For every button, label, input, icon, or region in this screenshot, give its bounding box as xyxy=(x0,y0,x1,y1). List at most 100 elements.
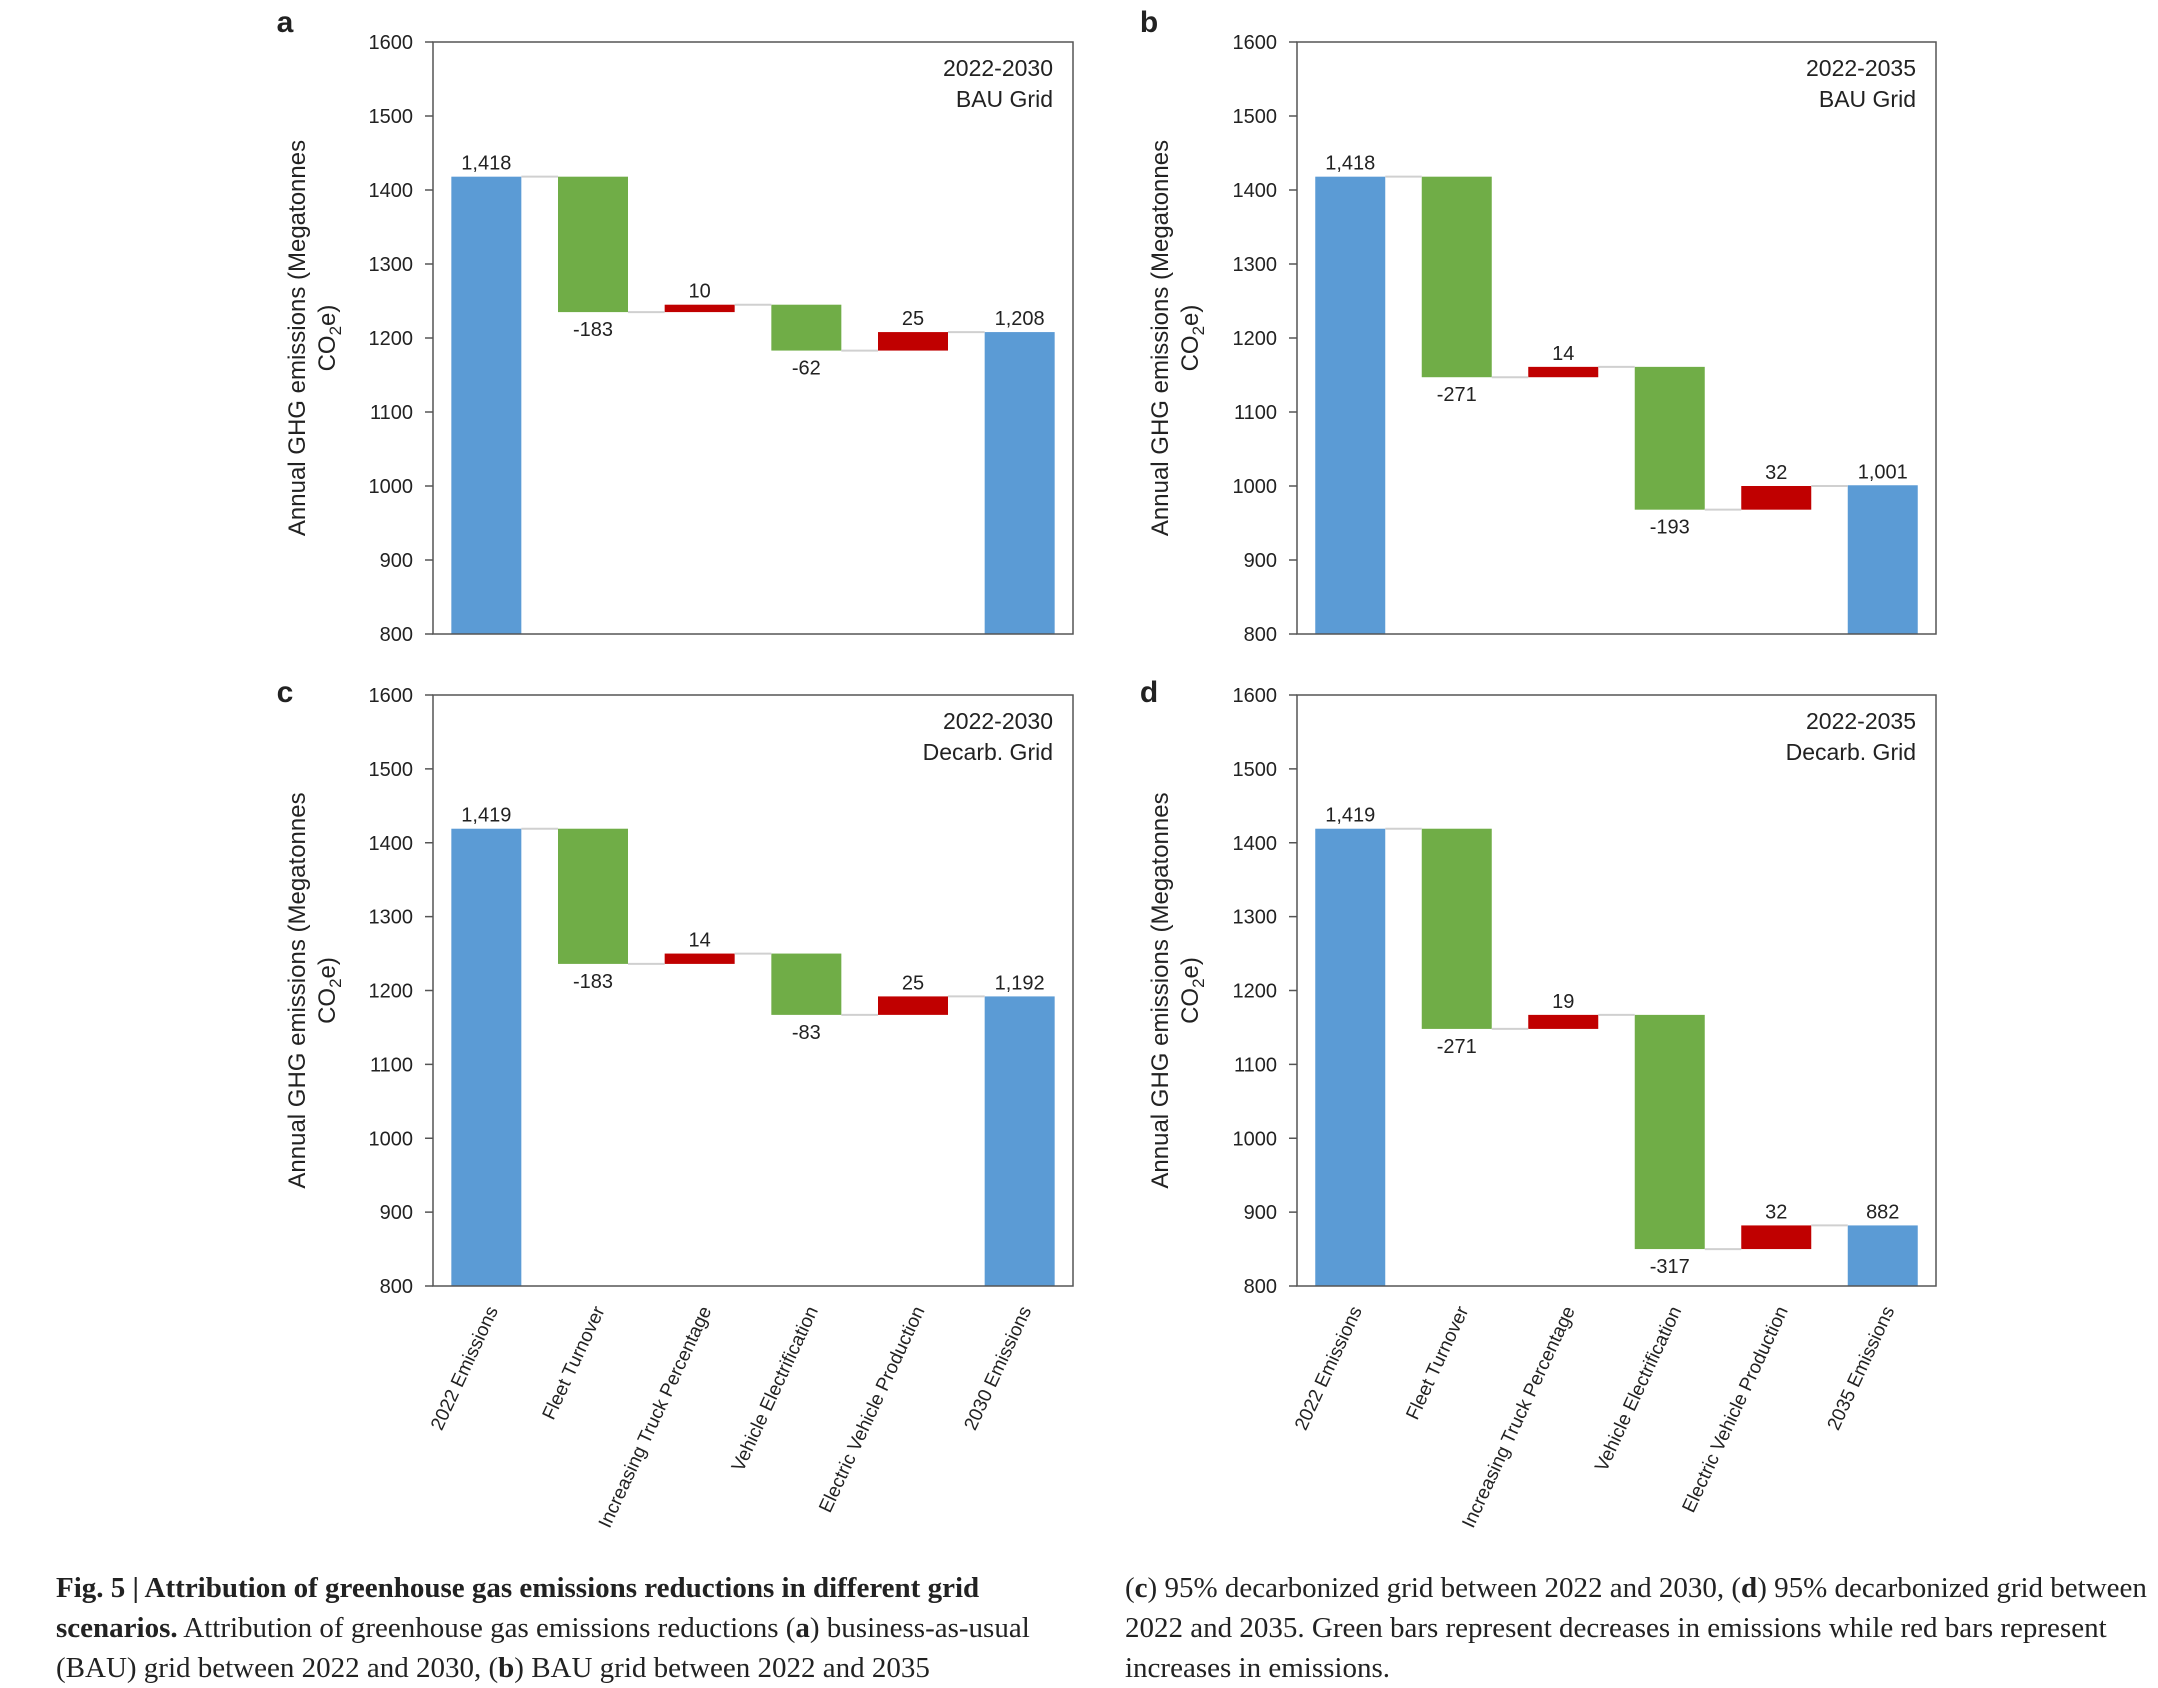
panel-letter: b xyxy=(1140,6,1158,39)
figure-caption-right: (c) 95% decarbonized grid between 2022 a… xyxy=(1125,1568,2150,1688)
y-tick-label: 1500 xyxy=(369,759,414,781)
x-tick-label: 2022 Emissions xyxy=(427,1303,503,1433)
data-label: 25 xyxy=(902,972,924,994)
bar-2022-emissions xyxy=(451,828,522,1286)
panel-letter: d xyxy=(1140,676,1158,709)
y-tick-label: 1000 xyxy=(1233,1128,1278,1150)
bar-2022-emissions xyxy=(1315,828,1386,1286)
y-axis-label-line2: CO xyxy=(1177,988,1204,1024)
bar-increasing-truck-percentage xyxy=(1528,1014,1599,1029)
figure-caption-label: Fig. 5 | Attribution of greenhouse gas e… xyxy=(56,1572,980,1644)
y-tick-label: 1400 xyxy=(1233,833,1278,855)
y-axis-label: Annual GHG emissions (Megatonnes CO2e) xyxy=(284,140,345,536)
y-tick-label: 1400 xyxy=(1233,180,1278,202)
y-axis-label-line2: CO xyxy=(1177,335,1204,371)
data-label: 1,208 xyxy=(995,308,1045,330)
bar-increasing-truck-percentage xyxy=(664,953,735,964)
y-tick-label: 900 xyxy=(380,550,413,572)
scenario-annotation: 2022-2030 xyxy=(943,708,1053,734)
y-axis-label-line1: Annual GHG emissions (Megatonnes xyxy=(1147,792,1174,1188)
panel-letter: a xyxy=(277,6,294,39)
chart-panel-d: d Annual GHG emissions (Megatonnes CO2e) 80… xyxy=(1140,676,1937,1531)
y-tick-label: 1200 xyxy=(369,981,414,1003)
data-label: -271 xyxy=(1437,384,1477,406)
y-axis-label-line2: CO xyxy=(314,335,341,371)
y-axis-label-line1: Annual GHG emissions (Megatonnes xyxy=(284,792,311,1188)
y-axis-label-line2-end: e) xyxy=(314,305,341,326)
scenario-annotation: BAU Grid xyxy=(1819,86,1916,112)
data-label: 1,419 xyxy=(1325,805,1375,827)
y-tick-label: 1300 xyxy=(1233,907,1278,929)
y-tick-label: 900 xyxy=(1244,1202,1277,1224)
caption-text-3b: ( xyxy=(1125,1572,1135,1604)
plot-frame xyxy=(432,41,1074,635)
bar-vehicle-electrification xyxy=(1634,366,1705,510)
scenario-annotation: Decarb. Grid xyxy=(1786,739,1916,765)
y-axis-label-subscript: 2 xyxy=(1189,326,1208,335)
bar-2035-emissions xyxy=(1847,485,1918,634)
y-tick-label: 1500 xyxy=(1233,759,1278,781)
chart-panel-b: b Annual GHG emissions (Megatonnes CO2e) 80… xyxy=(1140,6,1937,646)
y-tick-label: 1500 xyxy=(369,106,414,128)
x-tick-label: 2035 Emissions xyxy=(1824,1303,1900,1433)
bar-increasing-truck-percentage xyxy=(664,304,735,313)
x-tick-label: Vehicle Electrification xyxy=(1591,1303,1686,1475)
bar-fleet-turnover xyxy=(558,828,628,964)
y-tick-label: 1600 xyxy=(1233,685,1278,707)
y-tick-label: 1300 xyxy=(369,254,414,276)
caption-ref-b: b xyxy=(498,1652,515,1684)
y-tick-label: 1400 xyxy=(369,180,414,202)
bar-2022-emissions xyxy=(1315,176,1386,634)
plot-frame xyxy=(1296,694,1937,1287)
data-label: -317 xyxy=(1650,1256,1690,1278)
scenario-annotation: 2022-2035 xyxy=(1806,708,1916,734)
x-tick-label: Increasing Truck Percentage xyxy=(595,1303,716,1531)
y-axis-label-line2-end: e) xyxy=(1177,305,1204,326)
bar-electric-vehicle-production xyxy=(1741,486,1812,510)
bar-fleet-turnover xyxy=(1421,176,1492,378)
y-tick-label: 800 xyxy=(380,1276,413,1298)
y-axis-label-line2-end: e) xyxy=(314,957,341,978)
y-axis-label: Annual GHG emissions (Megatonnes CO2e) xyxy=(1147,792,1208,1188)
y-tick-label: 800 xyxy=(1244,1276,1277,1298)
caption-text-3: ) BAU grid between 2022 and 2035 xyxy=(514,1652,930,1684)
chart-panel-a: a Annual GHG emissions (Megatonnes CO2e) 80… xyxy=(277,6,1074,646)
data-label: 1,419 xyxy=(461,805,511,827)
y-axis-label: Annual GHG emissions (Megatonnes CO2e) xyxy=(284,792,345,1188)
plot-frame xyxy=(432,694,1074,1287)
bar-increasing-truck-percentage xyxy=(1528,366,1599,378)
data-label: 14 xyxy=(1552,343,1574,365)
figure-caption-left: Fig. 5 | Attribution of greenhouse gas e… xyxy=(56,1568,1096,1688)
caption-ref-c: c xyxy=(1134,1572,1148,1604)
bar-electric-vehicle-production xyxy=(1741,1225,1812,1250)
bar-fleet-turnover xyxy=(558,176,628,313)
y-tick-label: 1200 xyxy=(1233,981,1278,1003)
y-axis-label-subscript: 2 xyxy=(326,326,345,335)
data-label: -62 xyxy=(792,358,821,380)
scenario-annotation: BAU Grid xyxy=(956,86,1053,112)
y-axis-label: Annual GHG emissions (Megatonnes CO2e) xyxy=(1147,140,1208,536)
caption-ref-a: a xyxy=(795,1612,810,1644)
data-label: 1,001 xyxy=(1858,461,1908,483)
x-tick-label: Increasing Truck Percentage xyxy=(1459,1303,1580,1531)
panel-letter: c xyxy=(277,676,294,709)
data-label: 19 xyxy=(1552,991,1574,1013)
data-label: 10 xyxy=(689,281,711,303)
data-label: 14 xyxy=(689,930,711,952)
bar-electric-vehicle-production xyxy=(878,996,948,1015)
caption-ref-d: d xyxy=(1741,1572,1758,1604)
y-tick-label: 1400 xyxy=(369,833,414,855)
data-label: 32 xyxy=(1765,1201,1787,1223)
bar-2030-emissions xyxy=(984,996,1055,1286)
y-axis-label-line1: Annual GHG emissions (Megatonnes xyxy=(284,140,311,536)
y-tick-label: 1300 xyxy=(1233,254,1278,276)
caption-text-4: ) 95% decarbonized grid between 2022 and… xyxy=(1147,1572,1742,1604)
caption-text-5: ) 95% decarbonized grid between 2022 and… xyxy=(1125,1572,2147,1684)
data-label: -193 xyxy=(1650,517,1690,539)
y-axis-label-line2-end: e) xyxy=(1177,957,1204,978)
scenario-annotation: 2022-2035 xyxy=(1806,55,1916,81)
y-axis-label-line1: Annual GHG emissions (Megatonnes xyxy=(1147,140,1174,536)
bar-fleet-turnover xyxy=(1421,828,1492,1029)
x-tick-label: Electric Vehicle Production xyxy=(1679,1303,1793,1516)
